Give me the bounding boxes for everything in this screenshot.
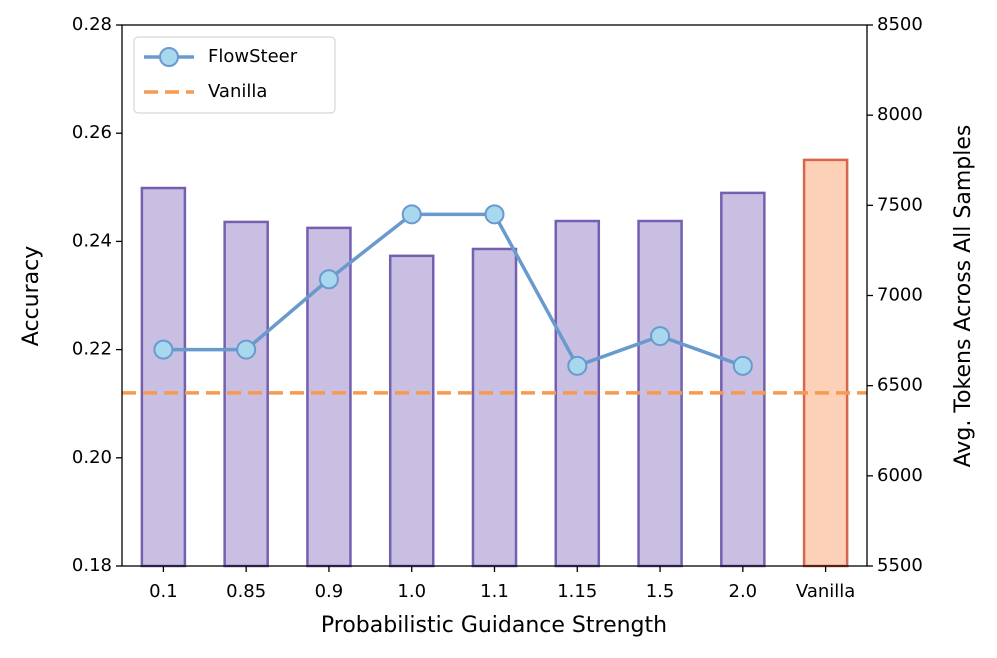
x-tick-label: Vanilla	[796, 581, 855, 602]
marker	[650, 326, 671, 347]
y2-axis-label: Avg. Tokens Across All Samples	[951, 125, 976, 468]
marker	[318, 269, 339, 290]
bar	[720, 191, 766, 568]
y-tick-label: 0.26	[72, 122, 112, 143]
marker	[732, 355, 753, 376]
x-axis-label: Probabilistic Guidance Strength	[321, 613, 667, 638]
y2-tick-label: 5500	[877, 555, 923, 576]
bar	[802, 158, 849, 568]
line	[163, 212, 744, 368]
legend-label: Vanilla	[208, 81, 267, 102]
legend-label: FlowSteer	[208, 46, 298, 67]
marker	[484, 204, 505, 225]
y2-tick-label: 8500	[877, 14, 923, 35]
y-tick-label: 0.20	[72, 447, 112, 468]
bar	[388, 254, 435, 568]
x-tick-label: 1.15	[557, 581, 597, 602]
bar	[471, 247, 518, 568]
y2-tick-label: 8000	[877, 104, 923, 125]
marker	[567, 355, 588, 376]
y2-tick-label: 7500	[877, 194, 923, 215]
x-tick-label: 1.5	[646, 581, 675, 602]
x-tick-label: 0.85	[226, 581, 266, 602]
marker	[153, 339, 174, 360]
y-tick-label: 0.28	[72, 14, 112, 35]
x-tick-label: 0.9	[315, 581, 344, 602]
x-tick-label: 1.1	[480, 581, 509, 602]
x-tick-label: 2.0	[729, 581, 758, 602]
y-axis-label: Accuracy	[19, 246, 44, 346]
y-tick-label: 0.18	[72, 555, 112, 576]
legend: FlowSteer Vanilla	[133, 36, 336, 114]
marker	[236, 339, 257, 360]
legend-marker	[159, 47, 179, 67]
marker	[401, 204, 422, 225]
y2-tick-label: 7000	[877, 285, 923, 306]
bar	[140, 186, 187, 568]
x-tick-label: 1.0	[397, 581, 426, 602]
y-tick-label: 0.24	[72, 230, 112, 251]
y2-tick-label: 6000	[877, 465, 923, 486]
x-tick-label: 0.1	[149, 581, 178, 602]
y2-tick-label: 6500	[877, 375, 923, 396]
y-tick-label: 0.22	[72, 339, 112, 360]
